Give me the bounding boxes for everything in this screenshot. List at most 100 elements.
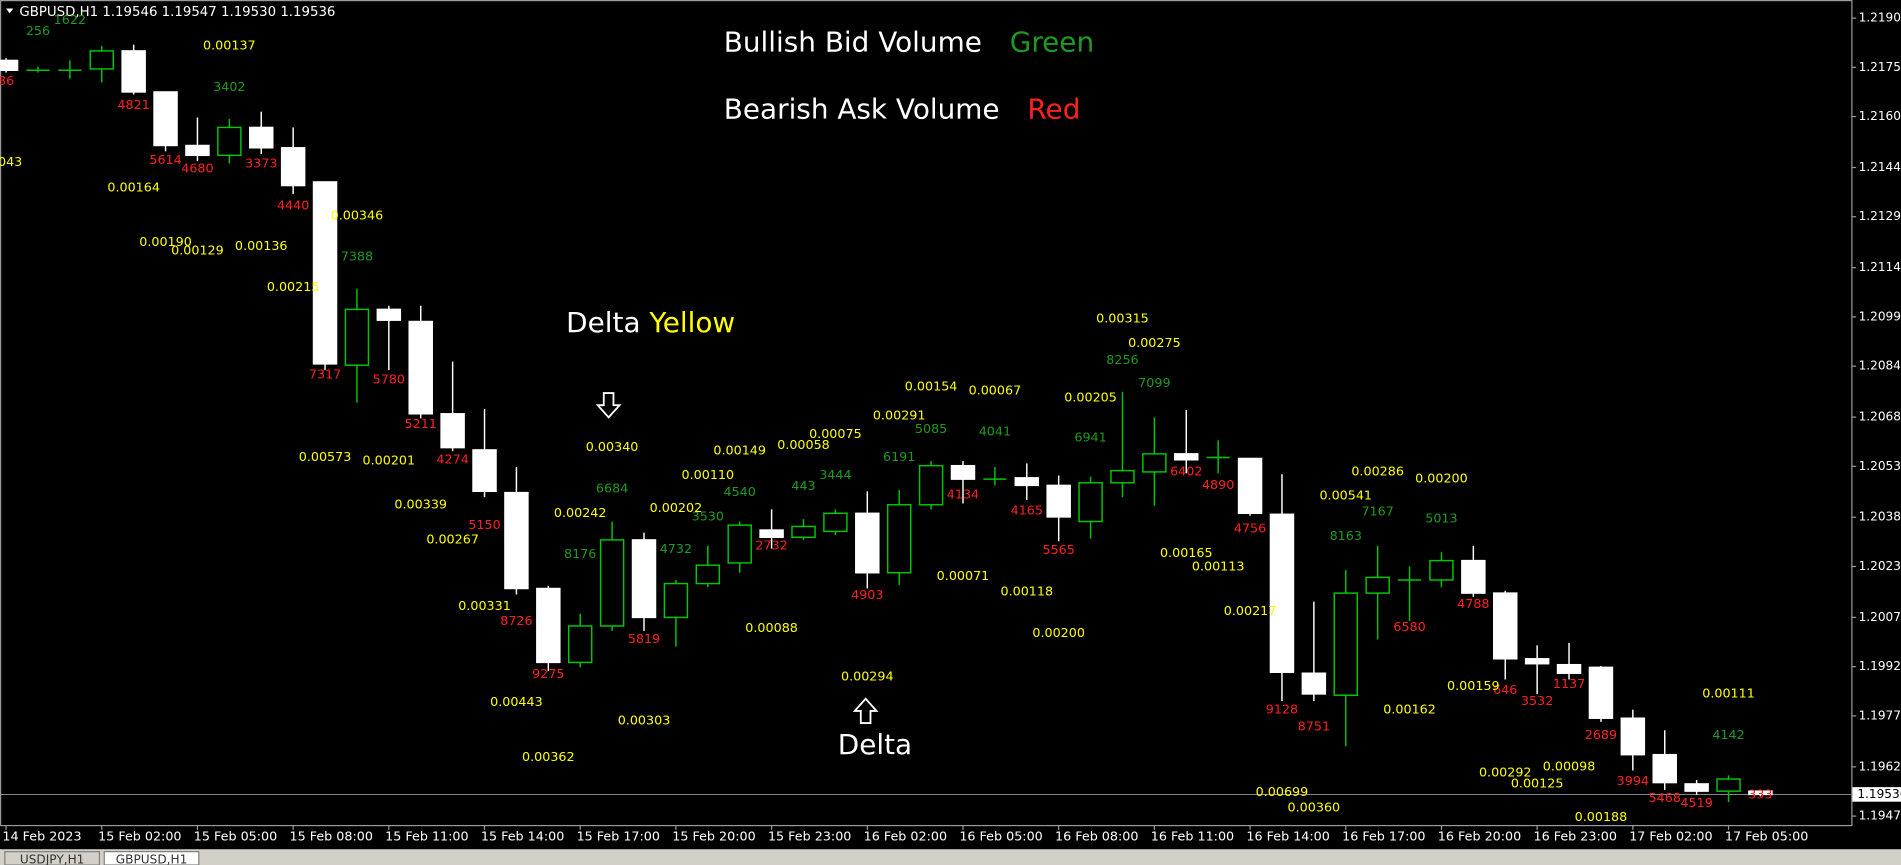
volume-label: 0.00215 xyxy=(267,280,320,295)
volume-label: 0.00267 xyxy=(426,532,479,547)
candle-body xyxy=(1684,783,1709,792)
volume-label: 3444 xyxy=(819,468,851,483)
candle-body xyxy=(1237,457,1263,515)
volume-label: 0.00286 xyxy=(1351,464,1404,479)
y-tick-label: 1.19470 xyxy=(1859,809,1901,823)
bid-label-box xyxy=(1852,787,1901,802)
note-text: Bearish Ask Volume xyxy=(724,92,1000,125)
x-tick-label: 17 Feb 05:00 xyxy=(1725,830,1808,845)
y-tick-label: 1.21445 xyxy=(1859,160,1901,174)
candle-body xyxy=(121,50,146,93)
y-tick-label: 1.21140 xyxy=(1859,260,1901,274)
candle-body xyxy=(472,449,497,493)
volume-label: 0.00149 xyxy=(713,444,766,459)
volume-label: 3402 xyxy=(213,80,245,95)
volume-label: 2689 xyxy=(1585,728,1617,743)
volume-label: 646 xyxy=(1493,683,1517,698)
volume-label: 0.00159 xyxy=(1447,679,1500,694)
volume-label: 3530 xyxy=(692,509,724,524)
candle-body xyxy=(536,587,561,664)
volume-label: 0.00075 xyxy=(809,427,862,442)
volume-label: 4732 xyxy=(660,542,692,557)
volume-label: 4680 xyxy=(181,161,213,176)
volume-label: 0.00162 xyxy=(1383,703,1436,718)
x-tick-label: 16 Feb 20:00 xyxy=(1438,830,1521,845)
y-tick-label: 1.20380 xyxy=(1859,510,1901,524)
volume-label: 9275 xyxy=(532,667,564,682)
candle-body xyxy=(1142,453,1167,473)
volume-label: 1137 xyxy=(1553,677,1585,692)
volume-label: 6941 xyxy=(1074,431,1106,446)
volume-label: 0.00291 xyxy=(873,409,926,424)
candle-body xyxy=(918,464,944,506)
candle-body xyxy=(886,504,912,574)
volume-label: 0.00188 xyxy=(1575,810,1628,825)
candle-body xyxy=(599,539,625,627)
candle-body xyxy=(823,512,848,533)
bid-label: 1.19536 xyxy=(1857,787,1901,801)
volume-label: 4134 xyxy=(947,488,979,503)
y-tick-label: 1.21600 xyxy=(1859,109,1901,123)
volume-label: 0.00275 xyxy=(1128,336,1181,351)
candle-body xyxy=(1365,576,1390,594)
volume-label: 7317 xyxy=(309,368,341,383)
y-tick-label: 1.19925 xyxy=(1859,659,1901,673)
volume-label: 4890 xyxy=(1202,478,1234,493)
volume-label: 4788 xyxy=(1457,597,1489,612)
note: Bullish Bid Volume Green xyxy=(724,26,1094,59)
note: Bearish Ask Volume Red xyxy=(724,92,1081,125)
volume-label: 4519 xyxy=(1680,796,1712,811)
menu-arrow[interactable] xyxy=(6,8,14,14)
tab-bar xyxy=(0,849,1901,865)
volume-label: 9128 xyxy=(1266,703,1298,718)
tab-label[interactable]: GBPUSD,H1 xyxy=(116,853,188,865)
volume-label: 0.00125 xyxy=(1511,776,1564,791)
volume-label: 0.00292 xyxy=(1479,766,1532,781)
y-tick-label: 1.21900 xyxy=(1859,11,1901,25)
candle-body xyxy=(663,582,689,619)
x-tick-label: 16 Feb 05:00 xyxy=(959,830,1042,845)
candle-body xyxy=(376,308,402,321)
candle-body xyxy=(440,413,465,449)
candle-body xyxy=(217,126,242,157)
volume-label: 0.00573 xyxy=(299,450,352,465)
volume-label: 86 xyxy=(0,74,14,89)
candle-body xyxy=(504,491,529,590)
candle-body xyxy=(1269,513,1295,673)
x-tick-label: 17 Feb 02:00 xyxy=(1629,830,1712,845)
volume-label: 0.00331 xyxy=(458,599,511,614)
volume-label: 8751 xyxy=(1298,719,1330,734)
x-tick-label: 15 Feb 17:00 xyxy=(577,830,660,845)
candle-body xyxy=(344,308,370,366)
volume-label: 0.00129 xyxy=(171,244,224,259)
tab-label[interactable]: USDJPY,H1 xyxy=(20,853,85,865)
volume-label: 3532 xyxy=(1521,694,1553,709)
x-tick-label: 15 Feb 20:00 xyxy=(672,830,755,845)
y-tick-label: 1.20840 xyxy=(1859,359,1901,373)
volume-label: 6684 xyxy=(596,481,628,496)
volume-label: 4540 xyxy=(724,485,756,500)
volume-label: 0.00362 xyxy=(522,750,575,765)
note-text: Delta xyxy=(566,306,640,339)
volume-label: 8163 xyxy=(1330,529,1362,544)
volume-label: 5013 xyxy=(1425,512,1457,527)
volume-label: 5614 xyxy=(149,153,181,168)
volume-label: 0.00088 xyxy=(745,621,798,636)
volume-label: 0.00058 xyxy=(777,438,830,453)
volume-label: 0.00136 xyxy=(235,239,288,254)
y-tick-label: 1.19620 xyxy=(1859,759,1901,773)
volume-label: 5150 xyxy=(468,518,500,533)
volume-label: 0.00202 xyxy=(650,501,703,516)
volume-label: 4274 xyxy=(436,452,468,467)
volume-label: 256 xyxy=(26,24,50,39)
candle-body xyxy=(280,147,306,187)
volume-label: 4142 xyxy=(1712,728,1744,743)
volume-label: 0.00154 xyxy=(905,380,958,395)
tab[interactable] xyxy=(103,851,200,865)
candle-body xyxy=(0,59,19,72)
volume-label: 0.00242 xyxy=(554,506,607,521)
tab[interactable] xyxy=(4,851,101,865)
x-tick-label: 15 Feb 02:00 xyxy=(98,830,181,845)
volume-label: 0.00315 xyxy=(1096,312,1149,327)
